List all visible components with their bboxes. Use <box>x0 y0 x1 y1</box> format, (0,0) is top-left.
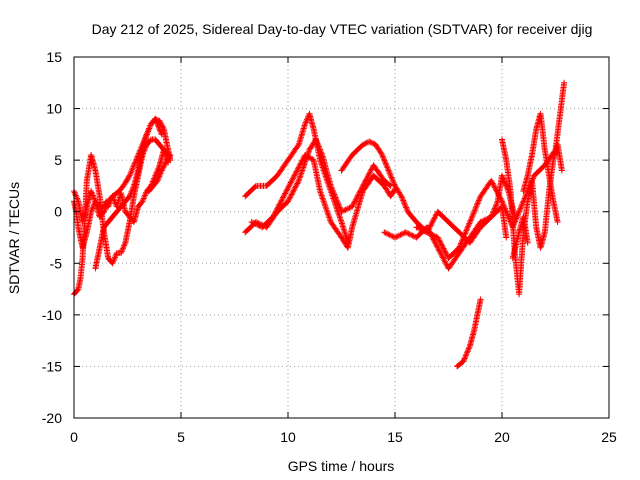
data-series <box>71 79 568 370</box>
series-markers <box>413 203 510 246</box>
y-tick-label: 0 <box>54 204 62 220</box>
series-trace-m <box>454 296 484 370</box>
y-tick-label: -15 <box>42 358 62 374</box>
y-tick-label: -10 <box>42 307 62 323</box>
series-markers <box>92 115 165 272</box>
series-trace-d <box>92 115 165 272</box>
y-tick-label: 5 <box>54 152 62 168</box>
x-tick-label: 5 <box>177 429 185 445</box>
series-trace-o <box>520 110 561 225</box>
series-markers <box>248 152 398 251</box>
series-trace-h <box>248 152 398 251</box>
x-axis-label: GPS time / hours <box>288 458 395 474</box>
series-markers <box>145 152 174 195</box>
series-markers <box>454 296 484 370</box>
y-axis-label: SDTVAR / TECUs <box>6 182 22 294</box>
x-tick-label: 10 <box>280 429 296 445</box>
x-tick-label: 15 <box>387 429 403 445</box>
y-tick-label: 10 <box>46 101 62 117</box>
series-markers <box>520 110 561 225</box>
x-tick-label: 0 <box>70 429 78 445</box>
x-tick-labels: 0 5 10 15 20 25 <box>70 429 617 445</box>
series-trace-i <box>338 138 398 189</box>
series-trace-e <box>145 152 174 195</box>
series-markers <box>392 79 568 262</box>
x-tick-label: 20 <box>494 429 510 445</box>
plot-frame <box>73 56 610 419</box>
chart-title: Day 212 of 2025, Sidereal Day-to-day VTE… <box>92 21 593 37</box>
series-trace-p <box>509 213 531 262</box>
series-markers <box>338 138 398 189</box>
x-tick-label: 25 <box>601 429 617 445</box>
y-tick-label: -20 <box>42 410 62 426</box>
series-markers <box>509 213 531 262</box>
series-trace-l <box>413 203 510 246</box>
y-tick-label: -5 <box>50 255 63 271</box>
series-trace-j <box>392 79 568 262</box>
tick-marks <box>73 56 610 419</box>
y-tick-labels: -20 -15 -10 -5 0 5 10 15 <box>42 49 62 426</box>
y-tick-label: 15 <box>46 49 62 65</box>
